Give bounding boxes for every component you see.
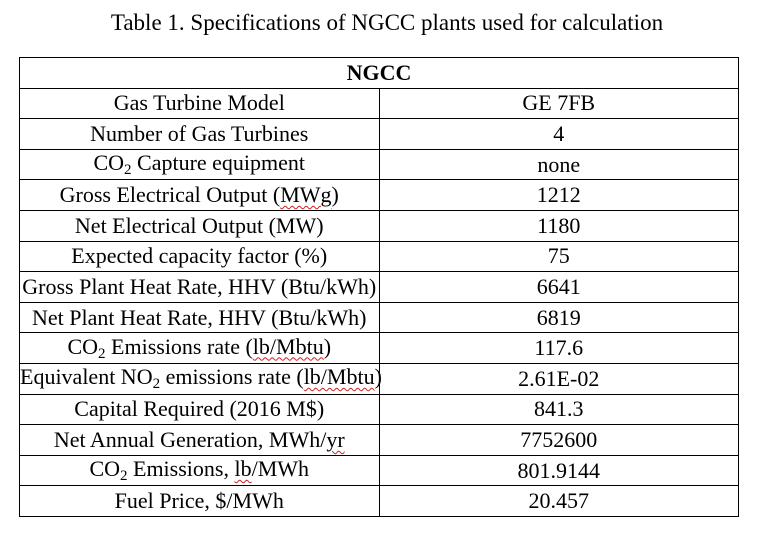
row-value: none	[378, 148, 739, 181]
row-value: 7752600	[378, 424, 739, 456]
row-label: Capital Required (2016 M$)	[19, 393, 380, 426]
row-label: Expected capacity factor (%)	[19, 240, 380, 273]
table-row: Gross Electrical Output (MWg) 1212	[19, 179, 739, 211]
row-label: Net Plant Heat Rate, HHV (Btu/kWh)	[19, 301, 380, 334]
row-label: Fuel Price, $/MWh	[19, 485, 380, 517]
row-value: 6641	[378, 271, 739, 303]
spellcheck-marked-text: MWg	[280, 182, 332, 208]
table-row: Expected capacity factor (%) 75	[19, 240, 739, 273]
row-label: Net Annual Generation, MWh/yr	[19, 424, 380, 456]
table-row: Gas Turbine Model GE 7FB	[19, 87, 739, 120]
row-value: 6819	[378, 301, 739, 334]
row-label: Gross Electrical Output (MWg)	[19, 179, 380, 211]
table-row: CO2 Capture equipment none	[19, 148, 739, 181]
label-text: Equivalent NO	[20, 364, 153, 390]
label-text: )	[374, 364, 382, 390]
row-label: Gas Turbine Model	[19, 87, 380, 120]
table-row: Capital Required (2016 M$) 841.3	[19, 393, 739, 426]
label-text: /MWh	[251, 456, 310, 482]
label-text: CO	[93, 150, 125, 176]
table-row: CO2 Emissions rate (lb/Mbtu) 117.6	[19, 332, 739, 364]
row-value: 2.61E-02	[378, 362, 739, 395]
row-label: Number of Gas Turbines	[19, 118, 380, 150]
table-row: Net Plant Heat Rate, HHV (Btu/kWh) 6819	[19, 301, 739, 334]
row-value: 20.457	[378, 485, 739, 517]
row-label: Gross Plant Heat Rate, HHV (Btu/kWh)	[19, 271, 380, 303]
label-text: CO	[89, 456, 120, 482]
label-text: Emissions rate (	[105, 333, 253, 359]
row-value: 4	[378, 118, 739, 150]
subscript: 2	[120, 468, 128, 485]
row-label: CO2 Emissions, lb/MWh	[19, 454, 380, 487]
row-label: Net Electrical Output (MW)	[19, 209, 380, 242]
spellcheck-marked-text: lb	[234, 456, 252, 482]
label-text: )	[331, 182, 339, 208]
row-value: 801.9144	[378, 454, 739, 487]
table-row: Gross Plant Heat Rate, HHV (Btu/kWh) 664…	[19, 271, 739, 303]
table-row: Number of Gas Turbines 4	[19, 118, 739, 150]
row-value: 1212	[378, 179, 739, 211]
label-text: emissions rate (	[160, 364, 304, 390]
row-value: 1180	[378, 209, 739, 242]
row-value: 841.3	[378, 393, 739, 426]
subscript: 2	[98, 345, 106, 362]
row-value: 75	[378, 240, 739, 273]
label-text: )	[323, 333, 332, 359]
spellcheck-marked-text: lb/Mbtu	[252, 333, 324, 359]
specifications-table: NGCC Gas Turbine Model GE 7FB Number of …	[19, 57, 739, 517]
table-caption: Table 1. Specifications of NGCC plants u…	[110, 10, 664, 35]
table-row: Net Annual Generation, MWh/yr 7752600	[19, 424, 739, 456]
label-text: Capture equipment	[131, 150, 306, 176]
label-text: Net Annual Generation, MWh/	[53, 426, 327, 452]
table-header-row: NGCC	[19, 57, 739, 89]
row-label: CO2 Capture equipment	[19, 148, 380, 181]
table-header: NGCC	[19, 57, 739, 89]
row-label: CO2 Emissions rate (lb/Mbtu)	[19, 332, 380, 364]
label-text: CO	[67, 333, 99, 359]
table-row: CO2 Emissions, lb/MWh 801.9144	[19, 454, 739, 487]
row-label: Equivalent NO2 emissions rate (lb/Mbtu)	[19, 362, 382, 395]
table-row: Net Electrical Output (MW) 1180	[19, 209, 739, 242]
spellcheck-marked-text: yr	[326, 426, 345, 452]
spellcheck-marked-text: lb/Mbtu	[303, 364, 375, 390]
subscript: 2	[152, 376, 161, 393]
label-text: Emissions,	[127, 456, 235, 482]
table-row: Fuel Price, $/MWh 20.457	[19, 485, 739, 517]
row-value: 117.6	[378, 332, 739, 364]
subscript: 2	[124, 162, 132, 179]
label-text: Gross Electrical Output (	[59, 182, 281, 208]
row-value: GE 7FB	[378, 87, 739, 120]
table-row: Equivalent NO2 emissions rate (lb/Mbtu) …	[19, 362, 739, 395]
